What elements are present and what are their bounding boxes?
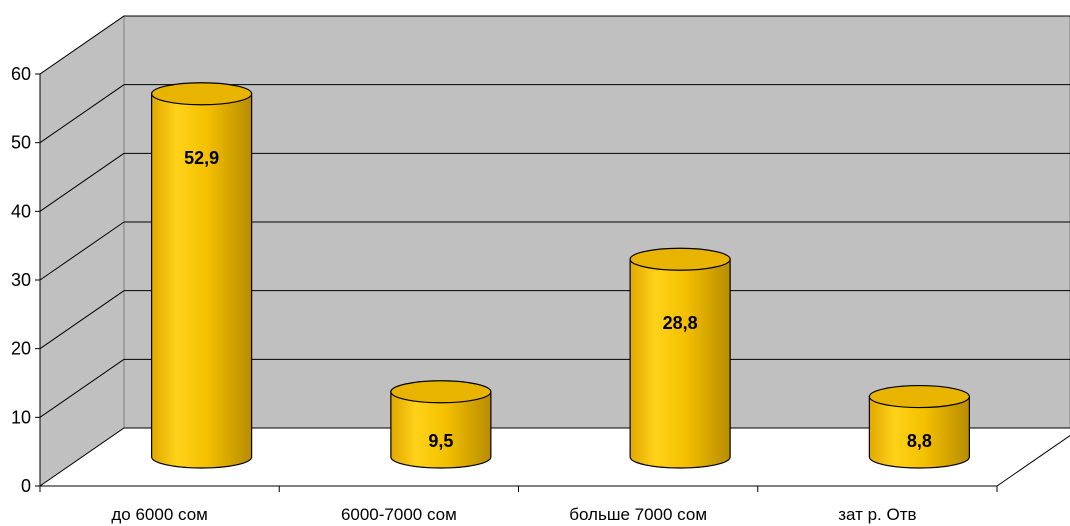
bar: 52,9 [151,82,253,469]
y-tick-label: 20 [11,339,31,359]
bar-body [629,258,731,469]
bar-top [151,82,253,106]
y-tick-label: 0 [21,476,31,496]
y-tick-label: 40 [11,201,31,221]
bar-body [151,93,253,469]
gridline-side [39,290,125,350]
gridline-side [39,152,125,212]
x-tick-label: до 6000 сом [111,505,207,524]
bar-body [868,395,970,469]
x-tick-label: больше 7000 сом [569,505,707,524]
y-tick-label: 50 [11,133,31,153]
x-tick-label: зат р. Отв [838,505,916,524]
bar: 9,5 [390,380,492,469]
y-tick-label: 60 [11,64,31,84]
bar-top [629,247,731,271]
gridline-side [39,358,125,418]
bar-top [390,380,492,404]
gridline-side [39,221,125,281]
bar: 28,8 [629,247,731,469]
data-label: 8,8 [907,431,932,451]
gridline-side [39,84,125,144]
data-label: 52,9 [184,148,219,168]
y-tick-label: 10 [11,407,31,427]
bar-body [390,391,492,469]
bar: 8,8 [868,384,970,469]
gridline-side [39,15,125,75]
data-label: 28,8 [663,313,698,333]
bar-top [868,384,970,409]
x-tick-label: 6000-7000 сом [341,505,457,524]
y-tick-label: 30 [11,270,31,290]
data-label: 9,5 [428,431,453,451]
